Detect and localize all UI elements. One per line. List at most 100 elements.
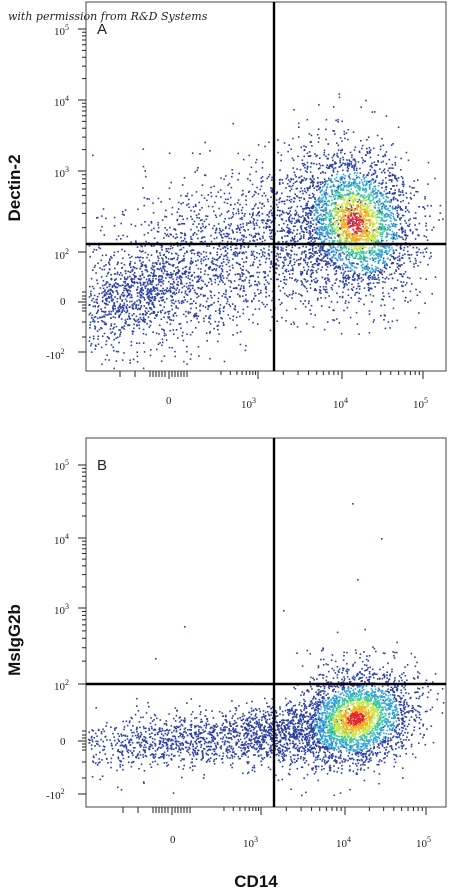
event-point xyxy=(382,298,384,301)
event-point xyxy=(394,257,397,259)
event-point xyxy=(368,210,371,212)
event-point xyxy=(310,279,313,282)
event-point xyxy=(323,203,326,206)
event-point xyxy=(278,201,280,204)
event-point xyxy=(347,234,350,237)
event-point xyxy=(167,289,170,292)
event-point xyxy=(343,227,346,229)
event-point xyxy=(268,253,270,256)
event-point xyxy=(234,247,236,250)
event-point xyxy=(142,342,145,344)
event-point xyxy=(361,257,363,259)
event-point xyxy=(161,257,163,259)
event-point xyxy=(153,269,155,271)
event-point xyxy=(229,296,231,298)
event-point xyxy=(92,320,94,323)
event-point xyxy=(304,261,307,264)
event-point xyxy=(306,264,308,266)
event-point xyxy=(248,272,250,274)
event-point xyxy=(321,234,324,237)
event-point xyxy=(365,189,368,191)
event-point xyxy=(305,226,307,229)
event-point xyxy=(152,304,155,306)
event-point xyxy=(300,182,302,184)
event-point xyxy=(335,251,338,254)
event-point xyxy=(370,252,372,255)
event-point xyxy=(172,285,175,288)
event-point xyxy=(391,255,393,258)
event-point xyxy=(106,314,108,316)
event-point xyxy=(408,254,411,256)
event-point xyxy=(200,268,202,270)
event-point xyxy=(369,149,372,151)
event-point xyxy=(104,310,107,313)
event-point xyxy=(396,237,399,240)
event-point xyxy=(346,233,349,236)
event-point xyxy=(163,237,165,239)
event-point xyxy=(109,283,111,286)
event-point xyxy=(226,300,229,303)
event-point xyxy=(389,327,391,329)
event-point xyxy=(307,241,309,244)
event-point xyxy=(220,177,222,179)
event-point xyxy=(248,281,251,284)
event-point xyxy=(330,204,333,206)
event-point xyxy=(385,236,387,238)
event-point xyxy=(125,311,127,314)
event-point xyxy=(319,167,321,169)
event-point xyxy=(117,307,119,309)
event-point xyxy=(325,288,328,291)
event-point xyxy=(245,199,247,201)
event-point xyxy=(155,315,158,317)
event-point xyxy=(330,224,333,227)
event-point xyxy=(292,182,295,185)
event-point xyxy=(315,163,318,166)
event-point xyxy=(399,265,401,267)
event-point xyxy=(229,280,232,282)
event-point xyxy=(358,219,360,221)
event-point xyxy=(337,246,339,248)
event-point xyxy=(382,262,384,265)
event-point xyxy=(319,186,321,188)
event-point xyxy=(385,267,388,270)
event-point xyxy=(373,239,376,242)
event-point xyxy=(339,206,342,208)
event-point xyxy=(122,304,124,307)
event-point xyxy=(378,207,380,209)
event-point xyxy=(144,281,146,284)
event-point xyxy=(176,257,179,259)
event-point xyxy=(262,254,264,256)
event-point xyxy=(174,237,177,240)
event-point xyxy=(204,240,206,243)
event-point xyxy=(356,244,358,247)
event-point xyxy=(351,225,354,227)
event-point xyxy=(201,240,203,243)
event-point xyxy=(334,195,336,197)
event-point xyxy=(227,247,229,250)
event-point xyxy=(352,191,354,194)
event-point xyxy=(176,219,178,222)
event-point xyxy=(179,322,182,325)
event-point xyxy=(314,314,316,316)
event-point xyxy=(280,218,283,220)
event-point xyxy=(309,185,311,187)
event-point xyxy=(101,292,103,294)
event-point xyxy=(102,315,105,318)
event-point xyxy=(332,183,335,186)
event-point xyxy=(186,333,188,335)
event-point xyxy=(105,275,108,277)
event-point xyxy=(291,246,294,249)
event-point xyxy=(113,251,116,254)
event-point xyxy=(369,219,372,221)
event-point xyxy=(369,156,372,159)
event-point xyxy=(276,267,278,270)
event-point xyxy=(274,246,277,248)
event-point xyxy=(186,250,188,252)
event-point xyxy=(329,164,331,166)
event-point xyxy=(98,316,101,319)
event-point xyxy=(113,333,116,336)
event-point xyxy=(239,295,241,298)
event-point xyxy=(159,280,162,283)
event-point xyxy=(152,273,155,275)
event-point xyxy=(289,276,291,279)
